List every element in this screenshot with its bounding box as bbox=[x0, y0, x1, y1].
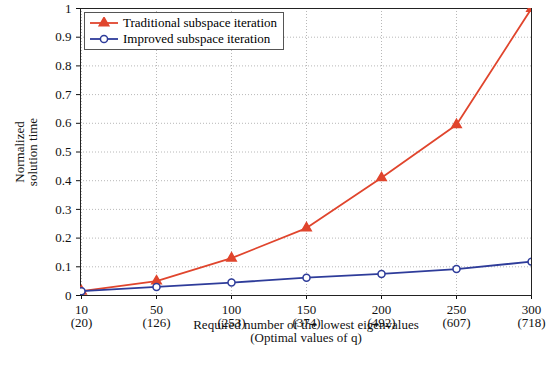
svg-text:Normalizedsolution time: Normalizedsolution time bbox=[12, 118, 40, 186]
svg-text:0.7: 0.7 bbox=[55, 87, 72, 102]
svg-text:0.6: 0.6 bbox=[55, 115, 72, 130]
svg-text:0.3: 0.3 bbox=[55, 202, 71, 217]
svg-text:0.2: 0.2 bbox=[55, 230, 71, 245]
svg-text:10(20): 10(20) bbox=[71, 302, 93, 330]
svg-text:0.1: 0.1 bbox=[55, 259, 71, 274]
svg-text:0.8: 0.8 bbox=[55, 58, 71, 73]
svg-text:0.9: 0.9 bbox=[55, 29, 71, 44]
svg-text:50(126): 50(126) bbox=[142, 302, 170, 330]
svg-text:0.5: 0.5 bbox=[55, 144, 71, 159]
svg-text:Required number of the lowest: Required number of the lowest eigenvalue… bbox=[193, 317, 419, 345]
svg-text:1: 1 bbox=[65, 1, 72, 16]
svg-text:0.4: 0.4 bbox=[55, 173, 72, 188]
svg-text:0: 0 bbox=[65, 288, 72, 303]
svg-text:300(718): 300(718) bbox=[517, 302, 545, 330]
svg-text:250(607): 250(607) bbox=[442, 302, 470, 330]
